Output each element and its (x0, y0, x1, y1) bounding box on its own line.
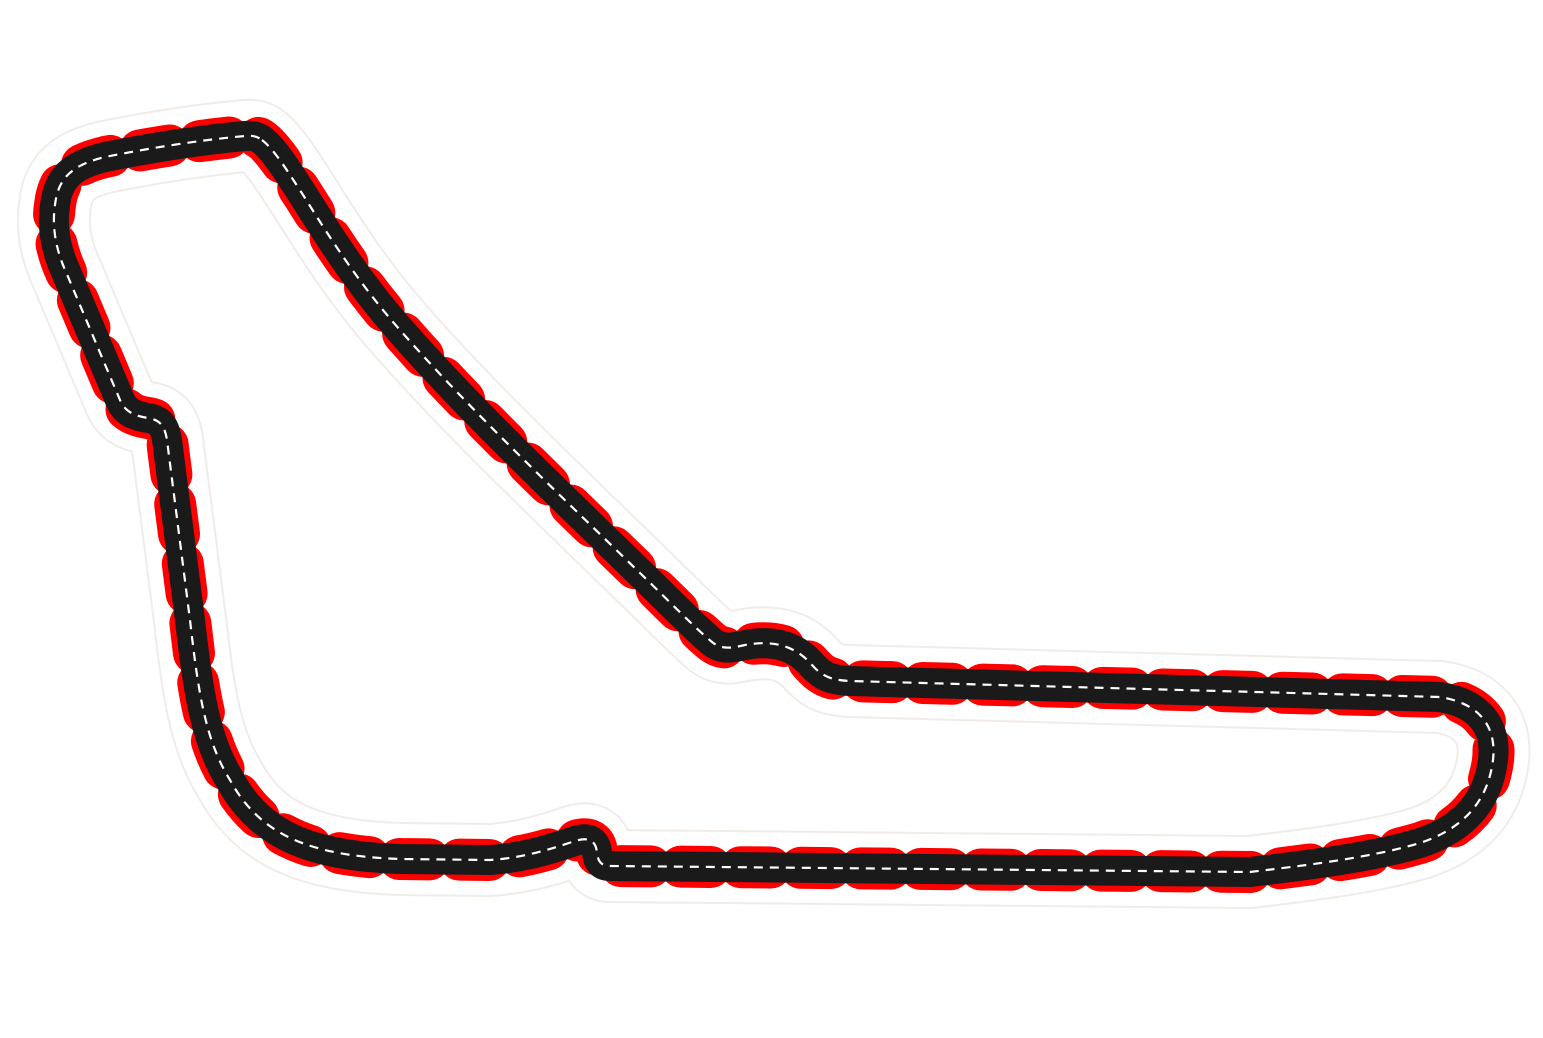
kerb-stripes (54, 136, 1494, 872)
runoff-area (54, 136, 1494, 872)
runoff-edge (54, 136, 1494, 872)
kerb-base (54, 136, 1494, 872)
track-asphalt (54, 136, 1494, 872)
track-centerline (52, 134, 1495, 874)
